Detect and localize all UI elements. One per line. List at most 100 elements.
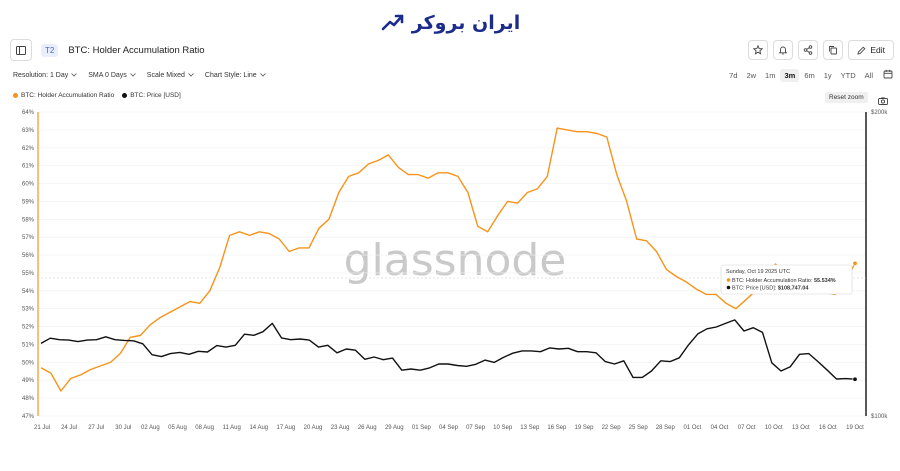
camera-icon [878,97,888,105]
favorite-button[interactable] [748,40,769,60]
screenshot-button[interactable] [878,92,888,110]
x-tick-label: 24 Jul [61,425,77,431]
chart-style-label: Chart Style: Line [204,71,257,79]
legend-dot-price [122,93,128,98]
y-left-tick-label: 49% [22,378,35,384]
data-point-ratio-last[interactable] [852,260,858,266]
y-left-tick-label: 57% [22,235,35,241]
range-1m[interactable]: 1m [765,70,776,80]
x-tick-label: 20 Aug [304,425,323,431]
tooltip-label-ratio: BTC: Holder Accumulation Ratio: 55.534% [732,278,836,284]
x-tick-label: 08 Aug [195,425,214,431]
chevron-down-icon [259,73,266,77]
legend-item-ratio[interactable]: BTC: Holder Accumulation Ratio [13,92,114,99]
watermark: glassnode [344,235,567,286]
series-line-holder-accumulation-ratio[interactable] [40,127,856,392]
y-left-tick-label: 62% [22,146,35,152]
x-tick-label: 10 Sep [493,425,513,431]
resolution-dropdown[interactable]: Resolution: 1 Day [13,71,78,79]
tooltip-dot-ratio [726,278,731,282]
calendar-button[interactable] [883,66,893,84]
page-title: BTC: Holder Accumulation Ratio [68,44,205,56]
y-left-tick-label: 55% [22,271,35,277]
x-tick-label: 11 Aug [223,425,241,431]
range-selector: 7d 2w 1m 3m 6m 1y YTD All [725,68,877,82]
x-tick-label: 28 Sep [656,425,676,431]
pencil-icon [857,46,866,55]
y-right-tick-label: $200k [871,110,888,116]
tier-badge: T2 [41,43,59,57]
tooltip-box [720,264,853,295]
alert-button[interactable] [773,40,794,60]
x-tick-label: 04 Sep [439,425,459,431]
sidebar-icon [16,45,26,55]
y-left-tick-label: 56% [22,253,35,259]
y-left-tick-label: 63% [22,128,35,134]
sma-label: SMA 0 Days [88,71,127,79]
sidebar-toggle-button[interactable] [10,39,32,61]
y-left-tick-label: 59% [22,199,35,205]
range-1y[interactable]: 1y [823,70,832,80]
range-ytd[interactable]: YTD [840,70,856,80]
range-2w[interactable]: 2w [746,70,757,80]
x-tick-label: 25 Sep [629,425,649,431]
copy-icon [829,46,838,55]
y-left-tick-label: 60% [22,182,35,188]
tooltip-price-value: $108,747.04 [778,286,810,292]
sma-dropdown[interactable]: SMA 0 Days [88,72,136,79]
x-tick-label: 02 Aug [141,425,160,431]
grid-lines [38,111,866,417]
tooltip-ratio-label: BTC: Holder Accumulation Ratio: [732,278,813,284]
x-tick-label: 01 Sep [412,425,432,431]
y-left-tick-label: 50% [22,360,35,366]
y-right-tick-label: $100k [871,414,888,420]
tooltip-dot-price [726,285,731,290]
chevron-down-icon [129,73,136,77]
chevron-down-icon [188,73,194,77]
data-point-price-last[interactable] [852,376,858,382]
edit-button[interactable]: Edit [848,40,894,60]
share-button[interactable] [798,40,819,60]
x-tick-label: 22 Sep [602,425,622,431]
star-icon [753,45,764,55]
range-3m[interactable]: 3m [780,68,800,82]
x-tick-label: 30 Jul [115,425,131,431]
range-7d[interactable]: 7d [729,70,738,80]
copy-button[interactable] [823,40,844,60]
resolution-label: Resolution: 1 Day [13,71,69,79]
chart-style-dropdown[interactable]: Chart Style: Line [205,72,266,79]
legend-item-price[interactable]: BTC: Price [USD] [122,92,181,99]
data-points [852,260,858,382]
chart-legend: BTC: Holder Accumulation Ratio BTC: Pric… [13,92,181,99]
y-left-tick-label: 52% [22,325,35,331]
x-tick-label: 16 Sep [547,425,567,431]
range-all[interactable]: All [864,70,873,80]
x-tick-label: 14 Aug [249,425,268,431]
y-left-tick-label: 54% [22,289,35,295]
x-tick-label: 19 Oct [846,425,864,431]
legend-label-price: BTC: Price [USD] [130,92,181,99]
series-line-btc-price[interactable] [40,319,856,380]
y-left-tick-label: 58% [22,217,35,223]
brand-logo-icon [381,14,404,31]
brand-header: ایران بروکر [0,10,900,36]
y-left-tick-label: 47% [22,414,35,420]
x-tick-label: 17 Aug [277,425,296,431]
y-left-tick-label: 51% [22,342,35,348]
legend-dot-ratio [13,93,18,98]
x-tick-label: 27 Jul [88,425,104,431]
edit-label: Edit [870,45,885,55]
left-axis-labels: 64% 63% 62% 61% 60% 59% 58% 57% 56% 55% 54% 53% 52% 5… [22,110,35,420]
tooltip-price-label: BTC: Price [USD]: [732,286,777,292]
reset-zoom-button[interactable]: Reset zoom [825,92,868,103]
scale-dropdown[interactable]: Scale Mixed [147,72,194,79]
range-6m[interactable]: 6m [804,70,815,80]
y-left-tick-label: 48% [22,396,35,402]
bell-icon [778,46,788,55]
x-tick-label: 13 Sep [520,425,540,431]
x-tick-label: 07 Oct [738,425,756,431]
x-tick-label: 16 Oct [819,425,837,431]
x-tick-label: 26 Aug [358,425,377,431]
right-axis-labels: $200k $100k [871,110,888,420]
